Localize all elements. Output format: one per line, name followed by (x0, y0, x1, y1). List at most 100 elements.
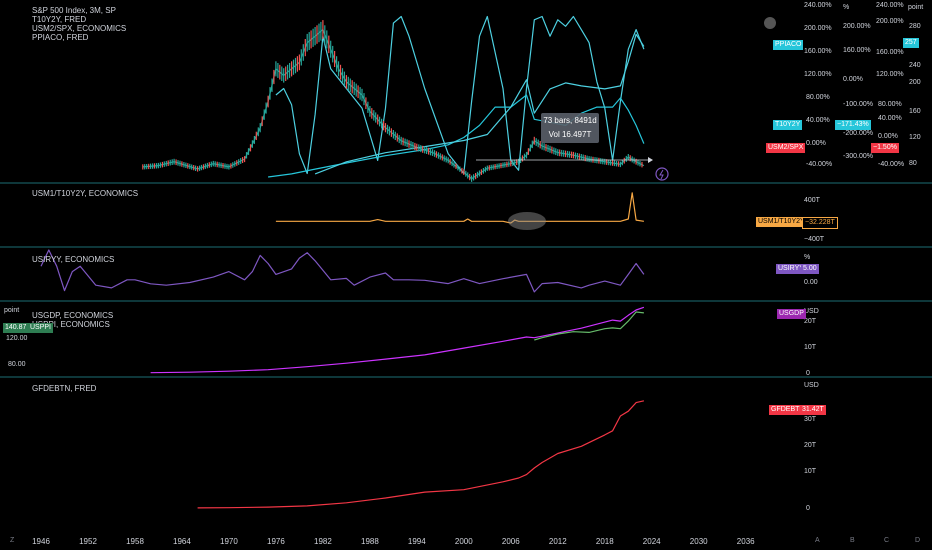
usgdp-axis-label: 10T (804, 344, 817, 351)
x-tick-label: 1970 (220, 537, 238, 546)
col3-label: 240.00% (876, 2, 904, 9)
tag-usiryy[interactable]: USIRYY (776, 264, 806, 274)
bottom-letter-c[interactable]: C (884, 537, 890, 544)
x-tick-label: 1946 (32, 537, 50, 546)
tag-ppiaco-value[interactable]: 257 (903, 38, 919, 48)
usm1-axis-label: −400T (804, 236, 825, 243)
usiryy-axis-label: 0.00 (804, 279, 818, 286)
x-tick-label: 2018 (596, 537, 614, 546)
bottom-letter-a[interactable]: A (815, 537, 820, 544)
lightning-icon[interactable] (655, 167, 669, 181)
col4-header: point (908, 4, 924, 11)
gfdebtn-legend[interactable]: GFDEBTN, FRED (32, 384, 97, 393)
col3-label: 160.00% (876, 49, 904, 56)
tag-usm2spx[interactable]: USM2/SPX (766, 143, 806, 153)
tag-usgdp[interactable]: USGDP (777, 309, 806, 319)
x-tick-label: 2000 (455, 537, 473, 546)
series-line-usm2-spx[interactable] (268, 94, 645, 178)
measure-arrow-head (648, 157, 653, 163)
col1-label: 160.00% (804, 48, 832, 55)
series-line-usiryy[interactable] (40, 249, 645, 293)
tag-usiryy-value[interactable]: 5.00 (801, 264, 819, 274)
col1-label: 40.00% (806, 117, 830, 124)
usiryy-legend[interactable]: USIRYY, ECONOMICS (32, 255, 115, 264)
gfdebtn-axis-label: 20T (804, 442, 817, 449)
tag-ppiaco[interactable]: PPIACO (773, 40, 804, 50)
x-tick-label: 1988 (361, 537, 379, 546)
col4-label: 80 (909, 160, 917, 167)
col2-label: 160.00% (843, 47, 871, 54)
tag-gfdebtn[interactable]: GFDEBTN (769, 405, 807, 415)
col4-label: 240 (909, 62, 921, 69)
usm1-pane (275, 192, 644, 224)
col1-label: 240.00% (804, 2, 832, 9)
series-line-usm1-t10y2y[interactable] (275, 192, 644, 224)
x-tick-label: 1952 (79, 537, 97, 546)
gfdebtn-axis-label: 30T (804, 416, 817, 423)
usiryy-pane (40, 249, 645, 293)
tag-gfdebtn-value[interactable]: 31.42T (800, 405, 826, 415)
tag-usppi[interactable]: USPPI (28, 323, 54, 333)
col2-header: % (843, 4, 850, 11)
measure-tooltip: 73 bars, 8491d Vol 16.497T (541, 113, 599, 143)
col1-label: 80.00% (806, 94, 830, 101)
x-tick-label: 2030 (690, 537, 708, 546)
legend-t10y2y[interactable]: T10Y2Y, FRED (32, 15, 87, 24)
usgdp-axis-label: 0 (806, 370, 810, 377)
legend-ppiaco[interactable]: PPIACO, FRED (32, 33, 89, 42)
gfdebtn-pane (197, 400, 645, 509)
legend-usppi[interactable]: USPPI, ECONOMICS (32, 320, 110, 329)
col3-label: 0.00% (878, 133, 898, 140)
col1-label: 0.00% (806, 140, 826, 147)
series-line-gfdebtn[interactable] (197, 400, 645, 509)
col2-label: -100.00% (843, 101, 873, 108)
tag-usm1-value[interactable]: −32.228T (802, 217, 838, 229)
main-legend: S&P 500 Index, 3M, SP T10Y2Y, FRED USM2/… (32, 6, 126, 42)
tag-usm2spx-value[interactable]: −1.50% (871, 143, 899, 153)
legend-usgdp[interactable]: USGDP, ECONOMICS (32, 311, 114, 320)
col1-label: 200.00% (804, 25, 832, 32)
col4-label: 200 (909, 79, 921, 86)
legend-spx[interactable]: S&P 500 Index, 3M, SP (32, 6, 116, 15)
usm1-axis-label: 400T (804, 197, 820, 204)
usiryy-axis-label: % (804, 254, 811, 261)
tag-t10y2y-value[interactable]: −171.43% (835, 120, 871, 130)
legend-usm2spx[interactable]: USM2/SPX, ECONOMICS (32, 24, 127, 33)
x-axis: 1946 1952 1958 1964 1970 1976 1982 1988 1994 2000… (32, 537, 755, 546)
col1-label: -40.00% (806, 161, 833, 168)
usgdp-left-header: point (4, 307, 20, 314)
col3-label: -40.00% (878, 161, 905, 168)
col4-label: 160 (909, 108, 921, 115)
bottom-letter-d[interactable]: D (915, 537, 921, 544)
usm1-legend[interactable]: USM1/T10Y2Y, ECONOMICS (32, 189, 139, 198)
series-line-t10y2y[interactable] (275, 15, 645, 175)
tag-t10y2y[interactable]: T10Y2Y (773, 120, 803, 130)
lightning-bolt (659, 169, 664, 180)
x-tick-label: 2024 (643, 537, 661, 546)
highlight-blob (508, 212, 546, 230)
tooltip-vol: Vol 16.497T (548, 130, 592, 139)
usgdp-axis-label: 20T (804, 318, 817, 325)
series-line-s-p-500-index[interactable] (142, 29, 645, 180)
series-line-ppiaco[interactable] (314, 33, 645, 175)
x-tick-label: 1994 (408, 537, 426, 546)
gfdebtn-axis-label: 0 (806, 505, 810, 512)
series-line-usppi[interactable] (534, 311, 644, 341)
x-tick-label: 2006 (502, 537, 520, 546)
bottom-letter-b[interactable]: B (850, 537, 855, 544)
usgdp-axis-label: USD (804, 308, 819, 315)
tooltip-bars: 73 bars, 8491d (543, 116, 597, 125)
gfdebtn-axis-label: 10T (804, 468, 817, 475)
col4-label: 120 (909, 134, 921, 141)
col4-label: 280 (909, 23, 921, 30)
col2-label: 0.00% (843, 76, 863, 83)
tag-usm1[interactable]: USM1/T10Y2Y (756, 217, 807, 227)
tag-usppi-value[interactable]: 140.87 (3, 323, 29, 333)
x-tick-label: 2036 (737, 537, 755, 546)
usgdp-legend: USGDP, ECONOMICS USPPI, ECONOMICS (32, 311, 113, 329)
series-line-usgdp[interactable] (150, 306, 645, 374)
bottom-letter-z[interactable]: Z (10, 537, 15, 544)
dark-dot (764, 17, 776, 29)
x-tick-label: 1982 (314, 537, 332, 546)
